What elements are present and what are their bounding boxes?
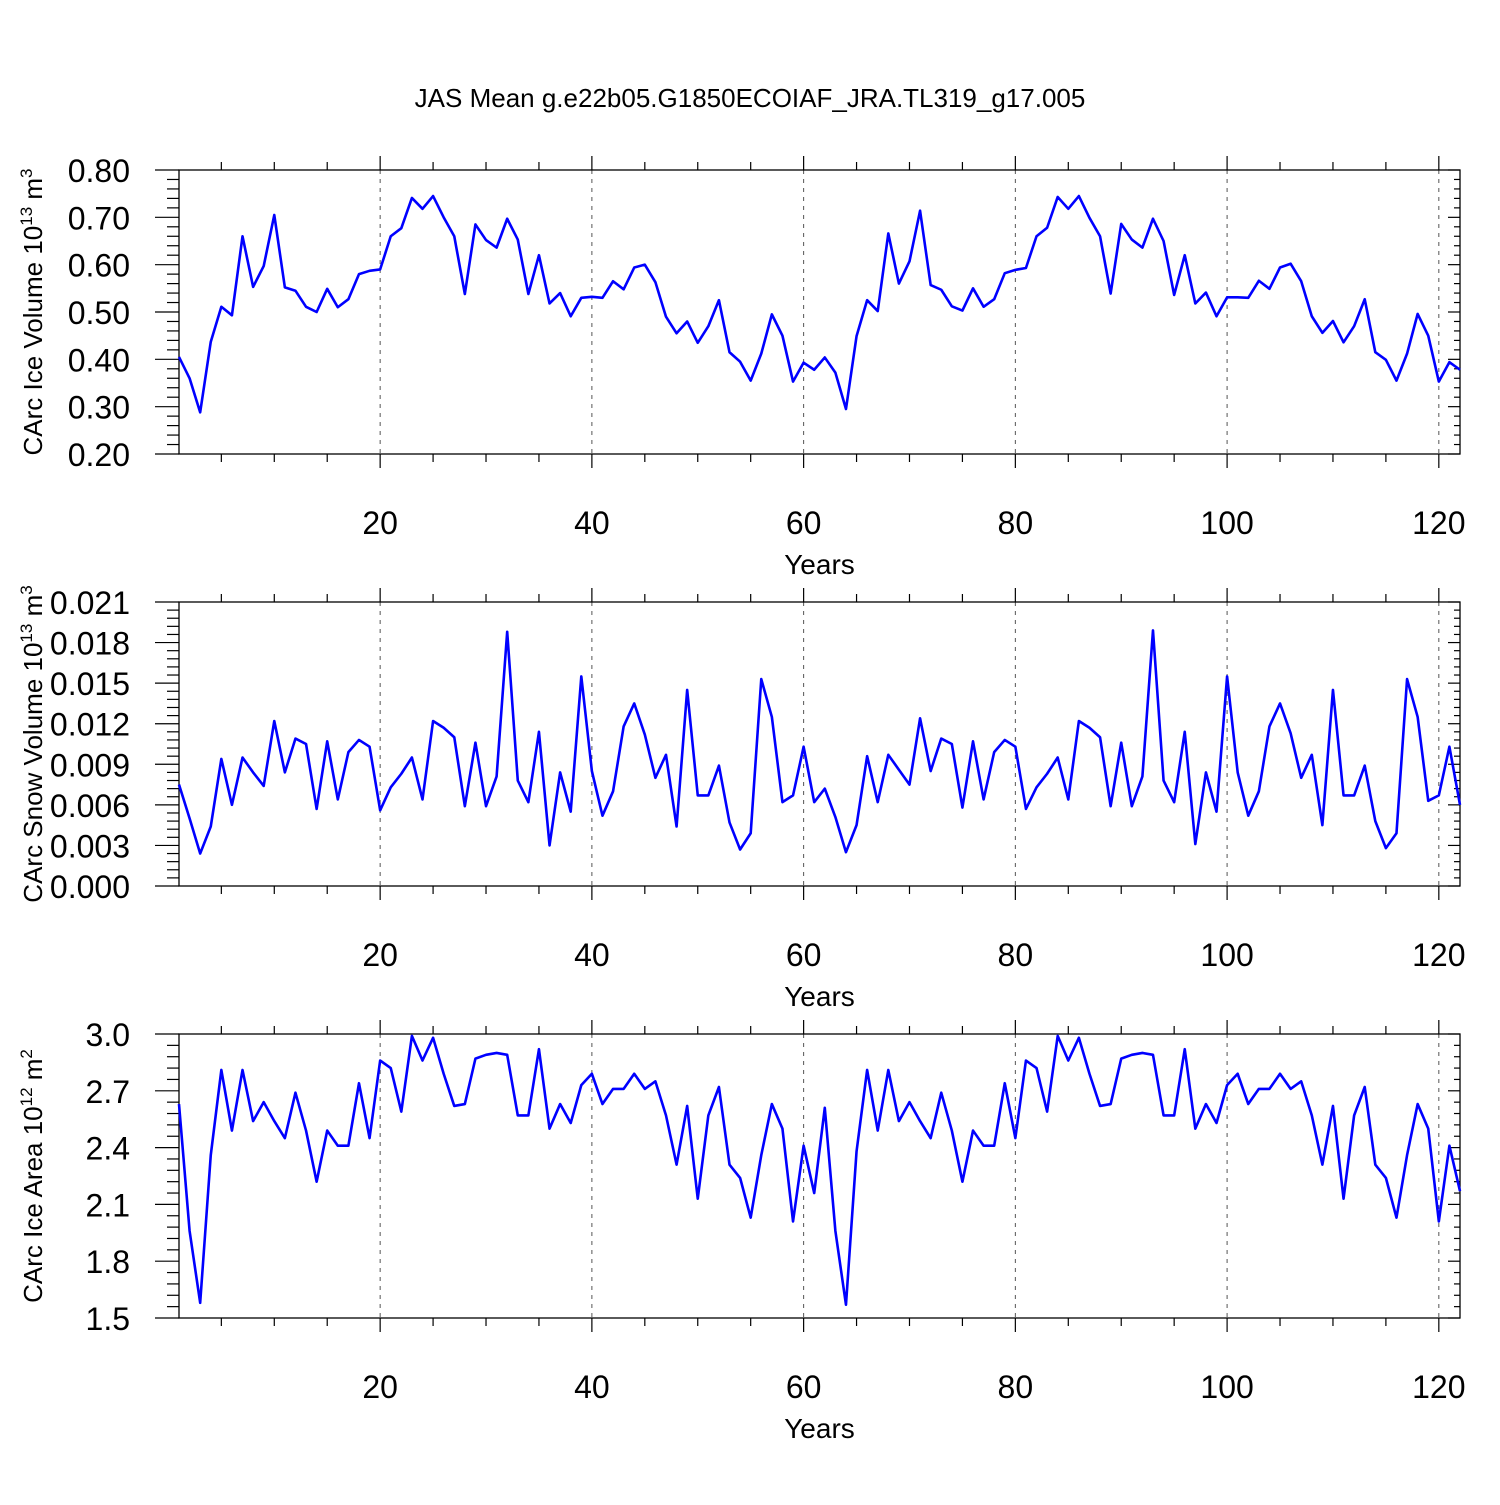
x-tick-label: 40 bbox=[574, 1369, 610, 1405]
x-tick-label: 20 bbox=[362, 505, 398, 541]
y-axis-label-unit-exponent: 3 bbox=[17, 168, 36, 177]
x-tick-label: 60 bbox=[786, 505, 822, 541]
chart-panel-ice-volume: 20 40 60 80 100 120 Years 0.20 0.30 0.40 0.50 0.60 0… bbox=[17, 153, 1466, 580]
x-tick-label: 40 bbox=[574, 505, 610, 541]
y-tick-label: 0.000 bbox=[50, 869, 130, 905]
x-tick-label: 80 bbox=[998, 505, 1034, 541]
y-axis-label-unit: m bbox=[18, 595, 48, 624]
plot-frame bbox=[178, 1033, 1461, 1319]
x-axis-label: Years bbox=[784, 1413, 855, 1444]
x-axis-label: Years bbox=[784, 549, 855, 580]
y-tick-label: 3.0 bbox=[86, 1017, 130, 1053]
y-tick-label: 2.1 bbox=[86, 1187, 130, 1223]
y-tick-label: 0.012 bbox=[50, 707, 130, 743]
series-line-ice-volume bbox=[177, 194, 1461, 414]
y-axis-label: CArc Ice Volume 1013 m3 bbox=[17, 168, 48, 455]
x-tick-label: 60 bbox=[786, 1369, 822, 1405]
y-tick-label: 0.018 bbox=[50, 626, 130, 662]
series-line-snow-volume bbox=[177, 629, 1462, 855]
chart-panel-ice-area: 20 40 60 80 100 120 Years 1.5 1.8 2.1 2.4 2.7 3.0 CAr… bbox=[17, 1017, 1466, 1444]
chart-panel-snow-volume: 20 40 60 80 100 120 Years 0.000 0.003 0.006 0.009 0… bbox=[17, 585, 1466, 1012]
x-tick-label: 80 bbox=[998, 1369, 1034, 1405]
x-tick-label: 120 bbox=[1412, 1369, 1465, 1405]
y-tick-label: 0.015 bbox=[50, 666, 130, 702]
series-line-ice-area bbox=[177, 1034, 1462, 1307]
y-axis-label-exponent: 13 bbox=[17, 624, 36, 643]
y-tick-label: 0.021 bbox=[50, 585, 130, 621]
x-tick-label: 40 bbox=[574, 937, 610, 973]
x-tick-label: 120 bbox=[1412, 505, 1465, 541]
plot-frame bbox=[178, 601, 1461, 887]
y-axis-label-unit: m bbox=[18, 1059, 48, 1088]
y-axis-label-unit: m bbox=[18, 178, 48, 207]
y-tick-label: 0.009 bbox=[50, 747, 130, 783]
y-axis-label: CArc Ice Area 1012 m2 bbox=[17, 1049, 48, 1303]
x-tick-label: 80 bbox=[998, 937, 1034, 973]
plot-frame bbox=[178, 169, 1461, 455]
y-tick-label: 0.30 bbox=[68, 390, 130, 426]
y-tick-label: 0.006 bbox=[50, 788, 130, 824]
y-tick-label: 0.60 bbox=[68, 248, 130, 284]
y-tick-label: 0.70 bbox=[68, 200, 130, 236]
figure-title: JAS Mean g.e22b05.G1850ECOIAF_JRA.TL319_… bbox=[415, 83, 1086, 113]
x-tick-label: 20 bbox=[362, 937, 398, 973]
x-tick-label: 20 bbox=[362, 1369, 398, 1405]
y-tick-label: 0.50 bbox=[68, 295, 130, 331]
y-axis-label-text: CArc Ice Area 10 bbox=[18, 1106, 48, 1303]
x-tick-label: 120 bbox=[1412, 937, 1465, 973]
x-tick-label: 100 bbox=[1200, 505, 1253, 541]
y-tick-label: 1.8 bbox=[86, 1244, 130, 1280]
y-tick-label: 0.003 bbox=[50, 828, 130, 864]
x-tick-label: 60 bbox=[786, 937, 822, 973]
y-axis-label: CArc Snow Volume 1013 m3 bbox=[17, 585, 48, 902]
y-axis-label-exponent: 13 bbox=[17, 207, 36, 226]
y-tick-label: 0.80 bbox=[68, 153, 130, 189]
y-axis-label-text: CArc Snow Volume 10 bbox=[18, 643, 48, 903]
y-axis-label-text: CArc Ice Volume 10 bbox=[18, 226, 48, 456]
x-tick-label: 100 bbox=[1200, 1369, 1253, 1405]
y-axis-label-exponent: 12 bbox=[17, 1087, 36, 1106]
y-axis-label-unit-exponent: 2 bbox=[17, 1049, 36, 1058]
y-tick-label: 1.5 bbox=[86, 1301, 130, 1337]
y-tick-label: 2.7 bbox=[86, 1074, 130, 1110]
y-tick-label: 2.4 bbox=[86, 1131, 130, 1167]
y-tick-label: 0.20 bbox=[68, 437, 130, 473]
y-tick-label: 0.40 bbox=[68, 342, 130, 378]
y-axis-label-unit-exponent: 3 bbox=[17, 585, 36, 594]
x-axis-label: Years bbox=[784, 981, 855, 1012]
x-tick-label: 100 bbox=[1200, 937, 1253, 973]
